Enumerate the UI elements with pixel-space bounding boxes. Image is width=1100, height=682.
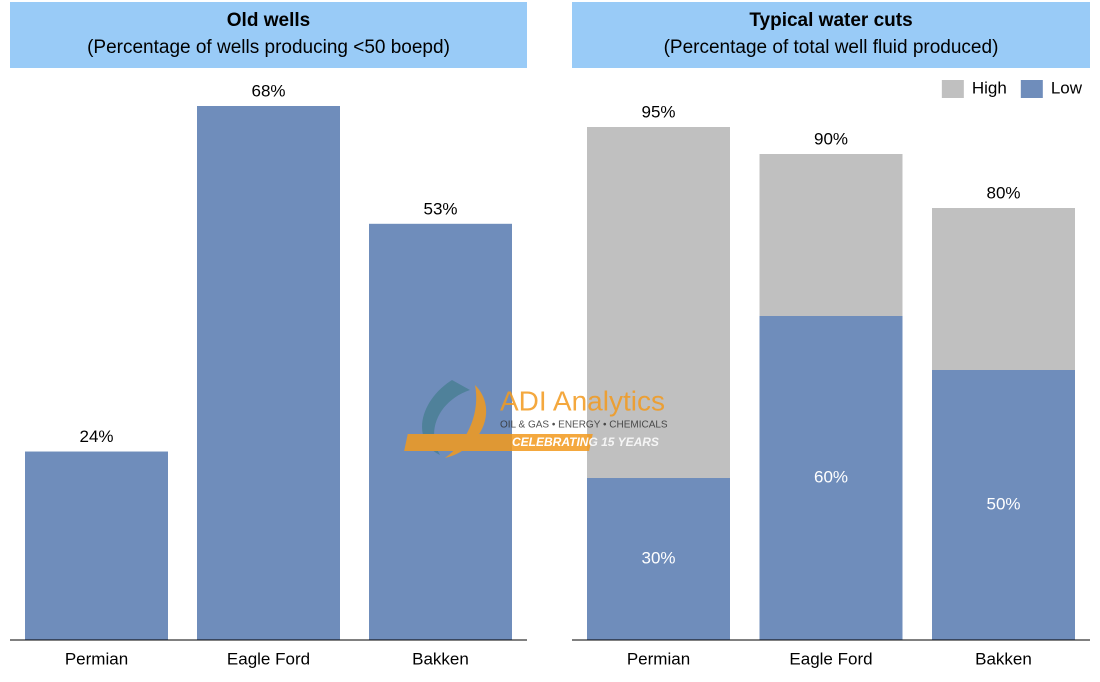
- watermark: ADI Analytics OIL & GAS • ENERGY • CHEMI…: [404, 380, 668, 458]
- value-label: 53%: [423, 199, 457, 218]
- legend-label: High: [972, 78, 1007, 97]
- watermark-badge: CELEBRATING 15 YEARS: [512, 435, 659, 449]
- x-tick-label: Permian: [627, 649, 690, 668]
- watermark-tagline: OIL & GAS • ENERGY • CHEMICALS: [500, 420, 668, 431]
- value-label: 90%: [814, 129, 848, 148]
- value-label: 30%: [641, 548, 675, 567]
- watermark-name: ADI Analytics: [500, 385, 665, 416]
- chart-subtitle: (Percentage of wells producing <50 boepd…: [87, 37, 450, 58]
- value-label: 24%: [79, 427, 113, 446]
- x-tick-label: Permian: [65, 649, 128, 668]
- value-label: 68%: [251, 81, 285, 100]
- chart-title: Old wells: [227, 10, 310, 31]
- title-box: [572, 2, 1090, 68]
- watermark-badge-bg: [404, 434, 593, 451]
- title-box: [10, 2, 527, 68]
- bar: [932, 370, 1075, 640]
- x-tick-label: Eagle Ford: [227, 649, 310, 668]
- x-tick-label: Bakken: [412, 649, 469, 668]
- x-tick-label: Eagle Ford: [789, 649, 872, 668]
- legend-swatch: [941, 80, 964, 98]
- value-label: 60%: [814, 467, 848, 486]
- bar: [25, 451, 168, 640]
- bar: [587, 478, 730, 640]
- value-label: 80%: [986, 183, 1020, 202]
- bar: [197, 106, 340, 640]
- bar: [759, 316, 903, 640]
- value-label: 50%: [986, 494, 1020, 513]
- chart-subtitle: (Percentage of total well fluid produced…: [664, 37, 999, 58]
- legend-label: Low: [1051, 78, 1083, 97]
- value-label: 95%: [641, 102, 675, 121]
- legend-swatch: [1020, 80, 1043, 98]
- bar: [369, 223, 512, 640]
- x-tick-label: Bakken: [975, 649, 1032, 668]
- chart-title: Typical water cuts: [749, 10, 912, 31]
